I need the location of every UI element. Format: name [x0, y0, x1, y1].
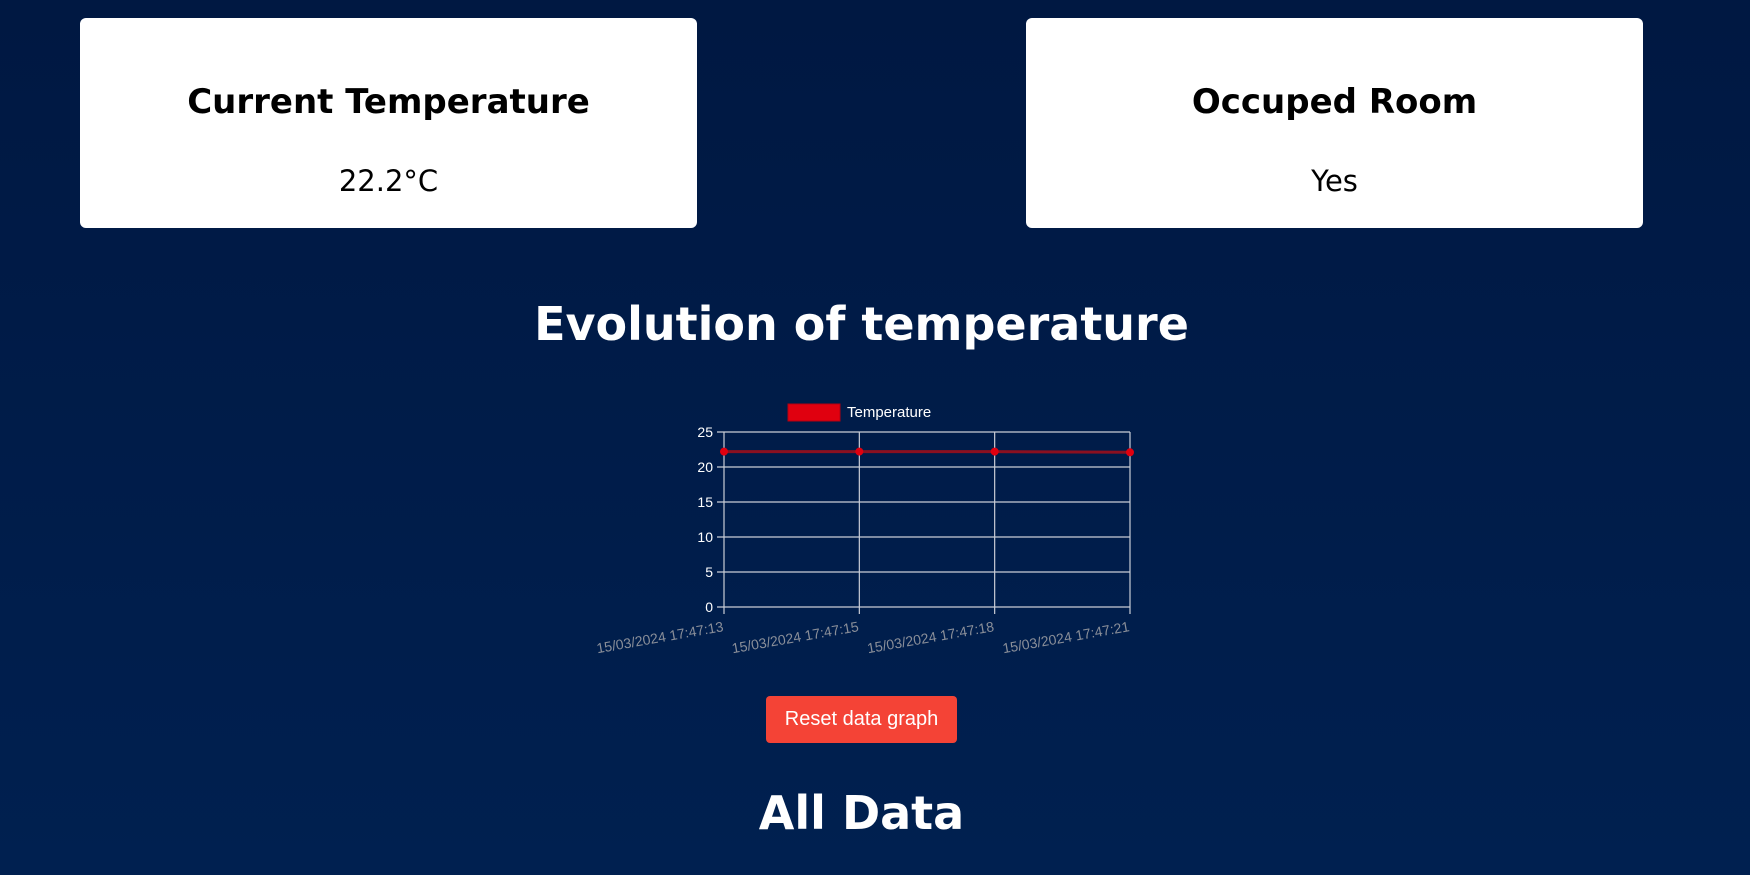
- y-tick-label: 15: [697, 494, 713, 510]
- chart-section-title: Evolution of temperature: [534, 297, 1189, 351]
- x-tick-label: 15/03/2024 17:47:13: [595, 618, 724, 656]
- all-data-title: All Data: [758, 786, 965, 840]
- x-tick-label: 15/03/2024 17:47:15: [731, 618, 860, 656]
- y-tick-label: 25: [697, 424, 713, 440]
- occupied-room-title: Occuped Room: [1191, 82, 1478, 122]
- occupied-room-value: Yes: [1311, 164, 1358, 198]
- x-tick-label: 15/03/2024 17:47:21: [1001, 618, 1130, 656]
- current-temperature-value: 22.2°C: [338, 164, 439, 198]
- y-tick-label: 0: [705, 599, 713, 615]
- occupied-room-card: Occuped Room Yes: [1026, 18, 1643, 228]
- y-tick-label: 10: [697, 529, 713, 545]
- temperature-point: [720, 447, 728, 456]
- legend-label: Temperature: [847, 404, 931, 421]
- x-tick-label: 15/03/2024 17:47:18: [866, 618, 995, 656]
- current-temperature-title: Current Temperature: [187, 82, 590, 122]
- temperature-point: [1126, 448, 1134, 457]
- temperature-point: [855, 447, 864, 456]
- current-temperature-card: Current Temperature 22.2°C: [80, 18, 697, 228]
- y-tick-label: 5: [705, 564, 713, 580]
- reset-graph-button[interactable]: Reset data graph: [766, 696, 957, 743]
- legend-swatch: [787, 403, 841, 422]
- y-tick-label: 20: [697, 459, 713, 475]
- temperature-point: [990, 447, 999, 456]
- temperature-line: [724, 450, 1131, 454]
